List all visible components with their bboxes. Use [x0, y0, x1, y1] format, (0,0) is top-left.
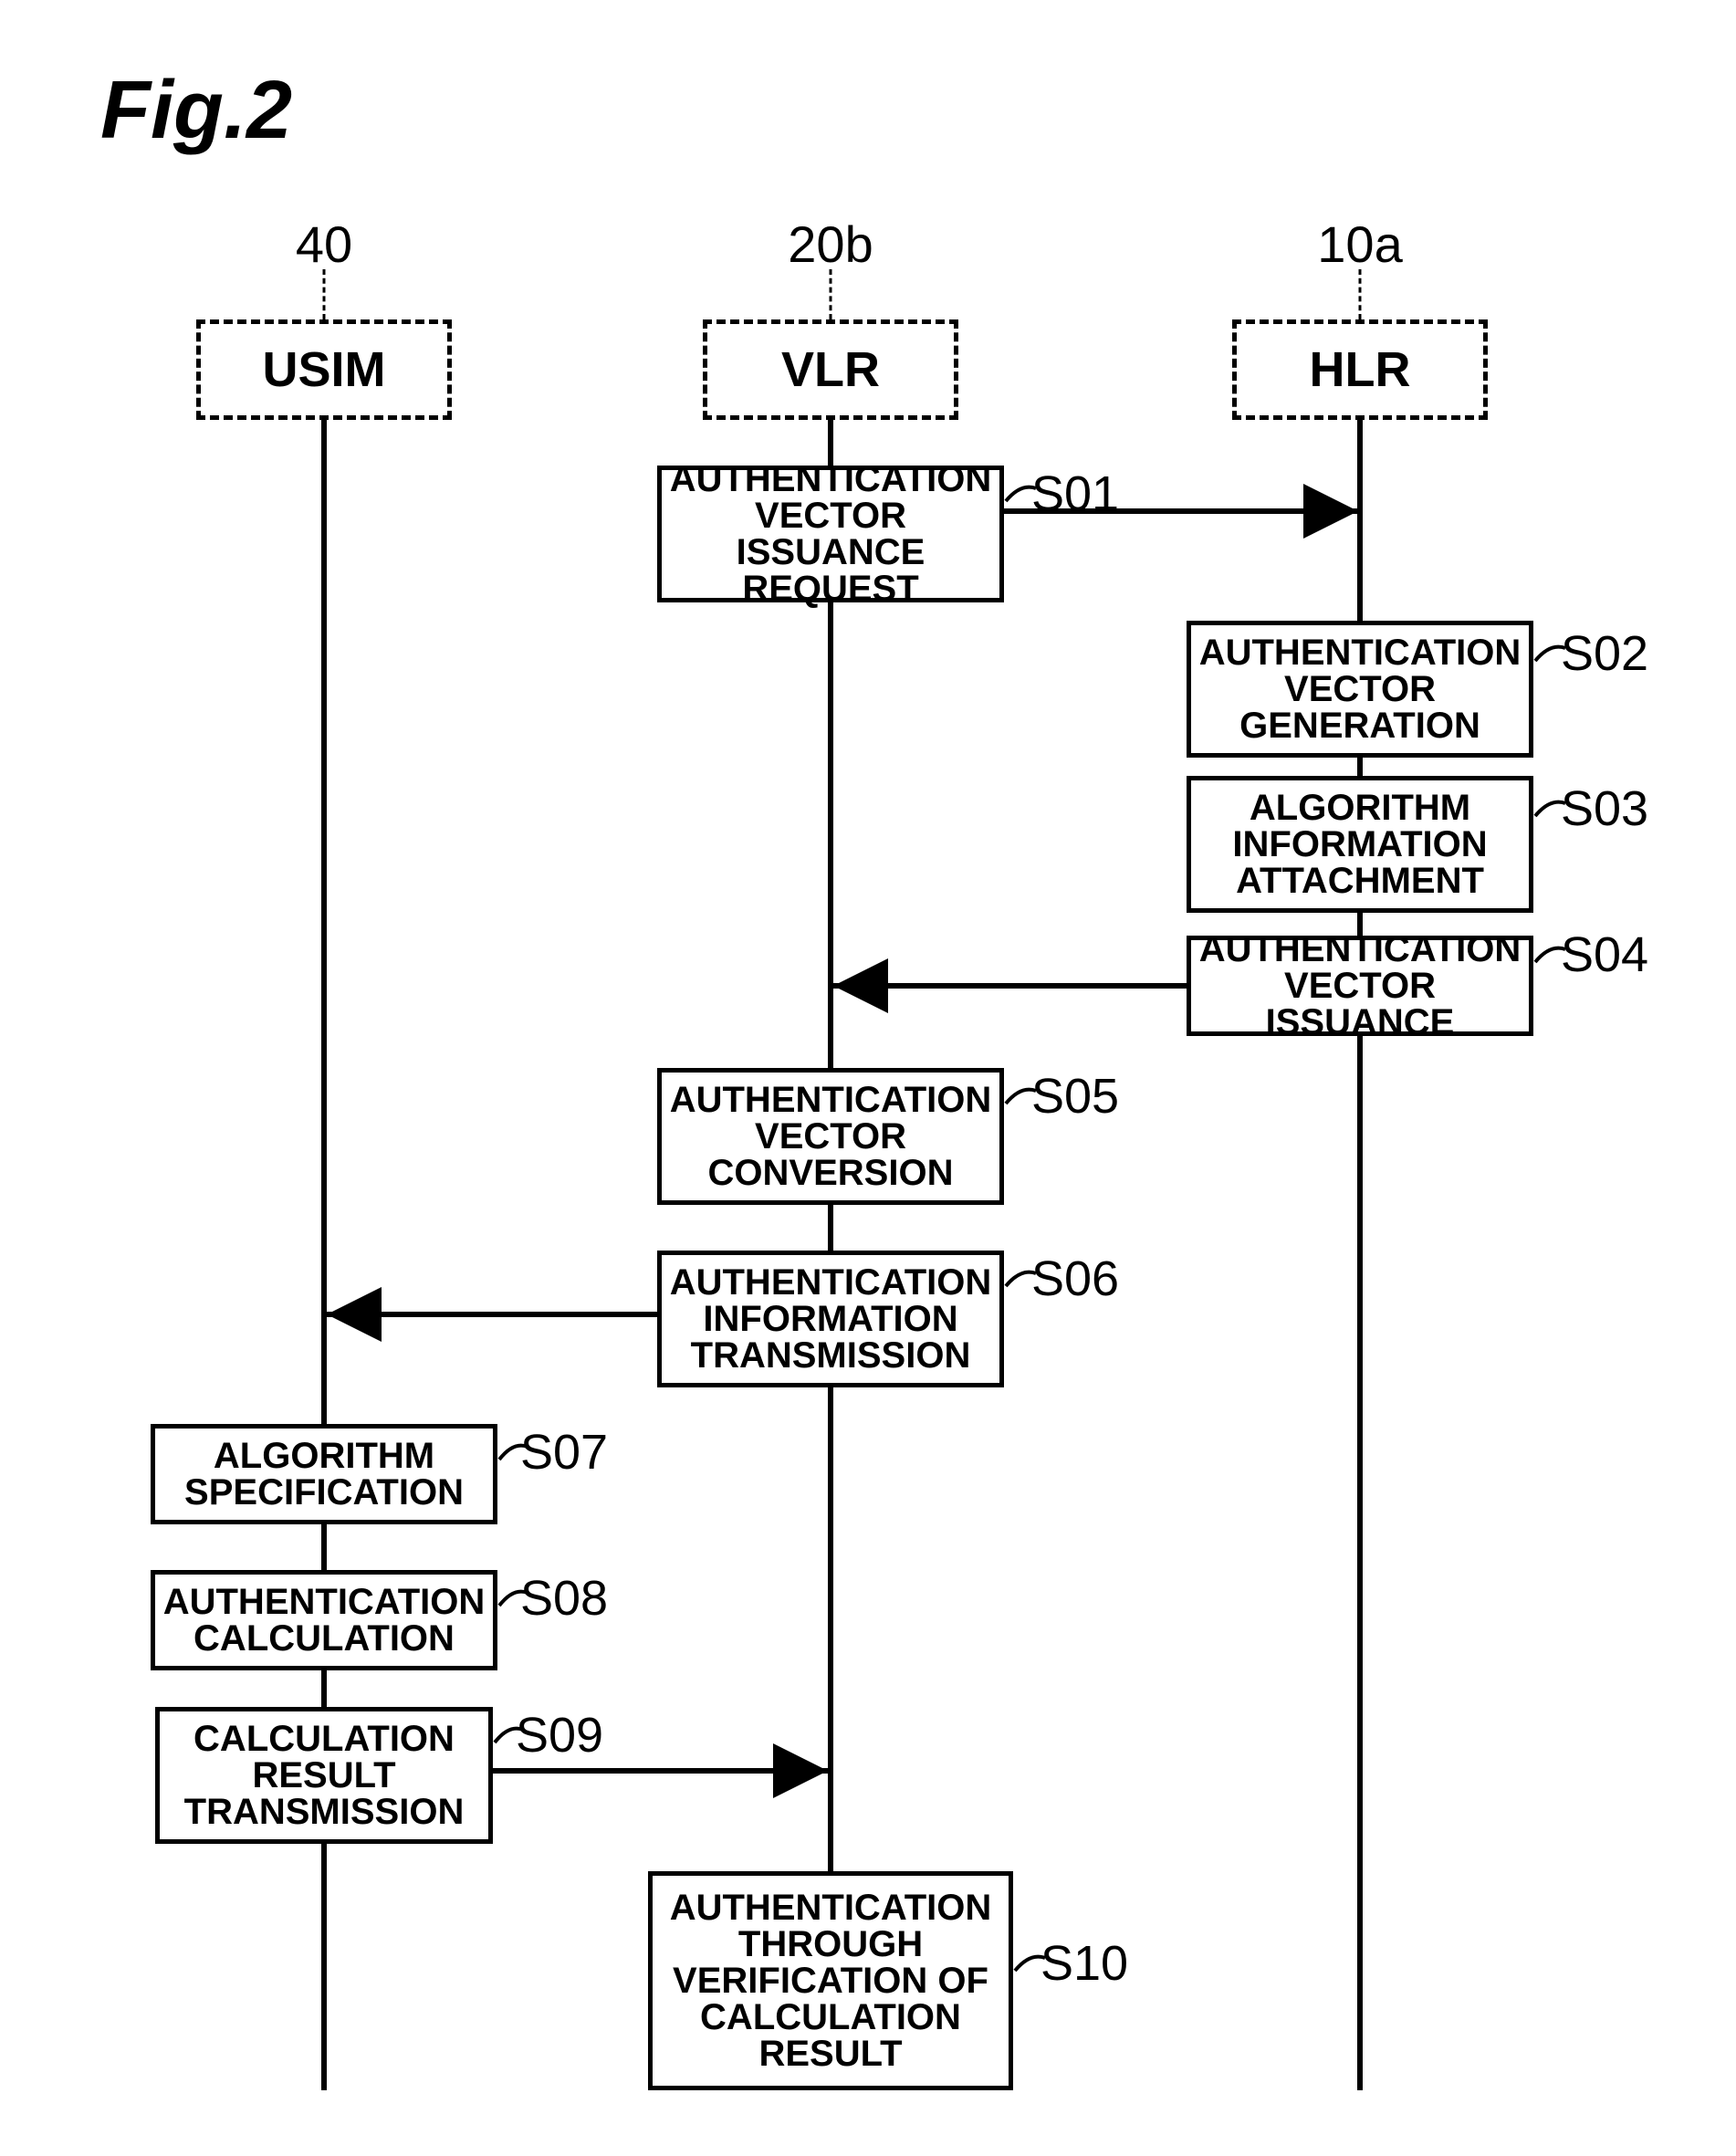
step-text-s08: AUTHENTICATIONCALCULATION	[163, 1584, 486, 1657]
step-box-s05: AUTHENTICATIONVECTORCONVERSION	[657, 1068, 1004, 1205]
lane-number-vlr: 20b	[788, 215, 873, 274]
step-tag-s01: S01	[1031, 466, 1119, 522]
step-box-s08: AUTHENTICATIONCALCULATION	[151, 1570, 497, 1670]
lane-leader-hlr	[1359, 269, 1362, 319]
step-tag-s09: S09	[516, 1707, 603, 1764]
step-text-s06: AUTHENTICATIONINFORMATIONTRANSMISSION	[670, 1264, 992, 1374]
step-tag-s05: S05	[1031, 1068, 1119, 1125]
step-box-s07: ALGORITHMSPECIFICATION	[151, 1424, 497, 1524]
lane-leader-usim	[323, 269, 326, 319]
step-box-s01: AUTHENTICATIONVECTOR ISSUANCEREQUEST	[657, 466, 1004, 602]
step-text-s10: AUTHENTICATIONTHROUGHVERIFICATION OFCALC…	[670, 1889, 992, 2072]
step-text-s04: AUTHENTICATIONVECTOR ISSUANCE	[1197, 931, 1523, 1041]
step-tag-s10: S10	[1041, 1935, 1128, 1992]
lane-number-usim: 40	[296, 215, 352, 274]
step-text-s09: CALCULATIONRESULTTRANSMISSION	[184, 1721, 465, 1830]
step-box-s06: AUTHENTICATIONINFORMATIONTRANSMISSION	[657, 1251, 1004, 1387]
step-tag-s03: S03	[1561, 780, 1648, 837]
figure-title: Fig.2	[100, 64, 292, 158]
lane-leader-vlr	[830, 269, 832, 319]
step-box-s04: AUTHENTICATIONVECTOR ISSUANCE	[1187, 936, 1533, 1036]
step-tag-s04: S04	[1561, 926, 1648, 983]
step-tag-s02: S02	[1561, 625, 1648, 682]
lane-box-hlr: HLR	[1232, 319, 1488, 420]
step-text-s03: ALGORITHMINFORMATIONATTACHMENT	[1232, 790, 1487, 899]
step-tag-s08: S08	[520, 1570, 608, 1627]
lane-box-vlr: VLR	[703, 319, 958, 420]
step-box-s10: AUTHENTICATIONTHROUGHVERIFICATION OFCALC…	[648, 1871, 1013, 2090]
step-text-s05: AUTHENTICATIONVECTORCONVERSION	[670, 1082, 992, 1191]
diagram-container: Fig.2 40 USIM 20b VLR 10a HLR AUTHENTICATIONVE…	[37, 37, 1698, 2118]
lane-box-usim: USIM	[196, 319, 452, 420]
step-box-s03: ALGORITHMINFORMATIONATTACHMENT	[1187, 776, 1533, 913]
lane-number-hlr: 10a	[1317, 215, 1402, 274]
step-box-s09: CALCULATIONRESULTTRANSMISSION	[155, 1707, 493, 1844]
step-text-s07: ALGORITHMSPECIFICATION	[184, 1438, 464, 1511]
step-box-s02: AUTHENTICATIONVECTORGENERATION	[1187, 621, 1533, 758]
step-text-s02: AUTHENTICATIONVECTORGENERATION	[1199, 634, 1522, 744]
step-text-s01: AUTHENTICATIONVECTOR ISSUANCEREQUEST	[667, 461, 994, 607]
step-tag-s07: S07	[520, 1424, 608, 1481]
step-tag-s06: S06	[1031, 1251, 1119, 1307]
